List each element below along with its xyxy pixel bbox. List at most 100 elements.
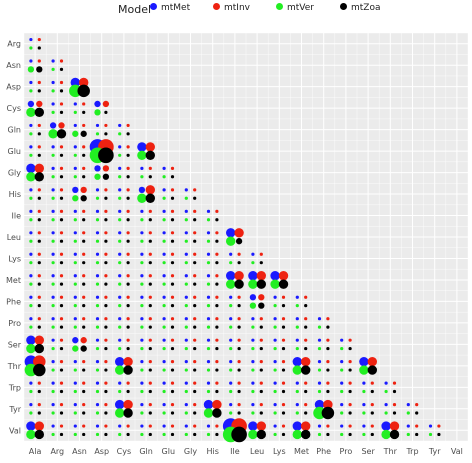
point-mtver-gly-asp xyxy=(94,173,101,180)
point-mtmet-pro-leu xyxy=(251,317,255,321)
point-mtzoa-glu-asn xyxy=(82,153,86,157)
point-mtver-gly-glu xyxy=(162,175,166,179)
point-mtzoa-trp-cys xyxy=(126,389,130,394)
point-mtzoa-met-asn xyxy=(82,282,86,286)
point-mtver-cys-asn xyxy=(73,110,77,114)
y-tick-label: Gln xyxy=(8,126,22,135)
point-mtver-val-gly xyxy=(184,432,188,437)
point-mtver-pro-glu xyxy=(162,325,166,329)
point-mtver-met-gln xyxy=(140,282,144,286)
point-mtinv-lys-glu xyxy=(170,252,175,256)
point-mtver-phe-ala xyxy=(29,304,33,308)
point-mtinv-trp-asp xyxy=(104,381,108,385)
point-mtver-val-cys xyxy=(118,432,122,437)
point-mtzoa-trp-gln xyxy=(148,389,152,394)
point-mtmet-met-gln xyxy=(140,274,144,278)
point-mtinv-trp-ser xyxy=(370,381,374,385)
point-mtinv-his-glu xyxy=(170,188,175,192)
point-mtzoa-thr-lys xyxy=(281,368,286,372)
point-mtzoa-pro-asn xyxy=(82,325,86,329)
point-mtmet-pro-cys xyxy=(118,317,122,321)
point-mtver-ser-ile xyxy=(229,346,233,351)
point-mtver-met-ile xyxy=(226,279,236,289)
point-mtinv-thr-pro xyxy=(348,360,352,364)
point-mtzoa-ser-lys xyxy=(281,346,286,351)
point-mtver-tyr-glu xyxy=(162,411,166,415)
point-mtmet-ile-asp xyxy=(95,209,100,213)
point-mtver-trp-met xyxy=(295,389,299,394)
point-mtmet-leu-arg xyxy=(51,231,55,235)
point-mtzoa-leu-arg xyxy=(59,239,64,243)
point-mtzoa-trp-ile xyxy=(237,389,241,394)
point-mtmet-trp-ser xyxy=(362,381,366,385)
point-mtver-lys-glu xyxy=(162,261,166,265)
point-mtmet-val-lys xyxy=(273,424,277,428)
point-mtmet-gly-asn xyxy=(73,166,77,170)
x-tick-label: His xyxy=(206,447,218,456)
point-mtinv-tyr-his xyxy=(212,399,222,410)
point-mtmet-val-gln xyxy=(140,424,144,428)
point-mtzoa-ser-his xyxy=(215,346,219,351)
point-mtmet-asn-ala xyxy=(29,59,33,63)
legend-item-mtzoa: mtZoa xyxy=(340,3,380,13)
point-mtzoa-trp-pro xyxy=(348,389,352,394)
point-mtver-trp-leu xyxy=(251,389,255,394)
point-mtver-trp-glu xyxy=(162,389,166,394)
point-mtinv-his-gln xyxy=(145,185,155,195)
point-mtmet-val-asp xyxy=(95,424,100,428)
point-mtinv-glu-arg xyxy=(59,145,64,149)
point-mtinv-met-arg xyxy=(59,274,64,278)
point-mtmet-his-gly xyxy=(184,188,188,192)
point-mtzoa-trp-leu xyxy=(259,389,263,394)
x-tick-label: Phe xyxy=(316,447,331,456)
point-mtzoa-thr-phe xyxy=(326,368,330,372)
point-mtinv-ser-gly xyxy=(193,338,197,342)
point-mtmet-val-cys xyxy=(118,424,122,428)
point-mtmet-pro-glu xyxy=(162,317,166,321)
point-mtzoa-asp-arg xyxy=(59,89,64,93)
point-mtver-his-gln xyxy=(137,193,147,203)
point-mtmet-lys-arg xyxy=(51,252,55,256)
point-mtver-glu-gln xyxy=(137,150,147,161)
point-mtmet-pro-ala xyxy=(29,317,33,321)
point-mtzoa-gln-ala xyxy=(37,132,41,136)
point-mtzoa-pro-phe xyxy=(326,325,330,329)
point-mtzoa-met-arg xyxy=(59,282,64,286)
point-mtver-tyr-his xyxy=(203,408,214,418)
point-mtinv-asn-arg xyxy=(59,59,64,63)
point-mtzoa-pro-gln xyxy=(148,325,152,329)
point-mtmet-thr-glu xyxy=(162,360,166,364)
point-mtmet-val-leu xyxy=(248,421,258,431)
point-mtinv-thr-arg xyxy=(59,360,64,364)
point-mtzoa-trp-thr xyxy=(392,389,397,394)
point-mtinv-leu-asp xyxy=(104,231,108,235)
y-tick-label: Leu xyxy=(7,233,21,242)
point-mtmet-thr-arg xyxy=(51,360,55,364)
point-mtmet-val-ala xyxy=(26,421,36,431)
point-mtver-thr-gln xyxy=(140,368,144,372)
point-mtmet-cys-asn xyxy=(73,102,77,106)
point-mtver-gly-ala xyxy=(26,172,36,182)
point-mtzoa-val-ile xyxy=(231,426,247,443)
y-tick-label: Asp xyxy=(6,83,21,92)
point-mtzoa-trp-lys xyxy=(281,389,286,394)
point-mtver-tyr-cys xyxy=(115,408,125,418)
point-mtinv-val-phe xyxy=(326,424,330,428)
point-mtver-ile-gln xyxy=(140,218,144,222)
point-mtver-glu-ala xyxy=(29,153,33,157)
point-mtzoa-tyr-gly xyxy=(193,411,197,415)
point-mtzoa-thr-asn xyxy=(82,368,86,372)
point-mtinv-phe-gly xyxy=(193,295,197,299)
point-mtzoa-cys-ala xyxy=(34,107,44,118)
point-mtinv-gly-gln xyxy=(148,166,152,170)
point-mtmet-ile-glu xyxy=(162,209,166,213)
point-mtzoa-phe-met xyxy=(304,304,308,308)
point-mtver-val-lys xyxy=(273,432,277,437)
point-mtzoa-trp-ser xyxy=(370,389,374,394)
point-mtmet-tyr-gln xyxy=(140,402,144,407)
point-mtinv-tyr-lys xyxy=(281,402,286,407)
point-mtmet-thr-phe xyxy=(317,360,322,364)
point-mtmet-tyr-asn xyxy=(73,402,77,407)
point-mtmet-ile-asn xyxy=(73,209,77,213)
point-mtver-tyr-ala xyxy=(29,411,33,415)
